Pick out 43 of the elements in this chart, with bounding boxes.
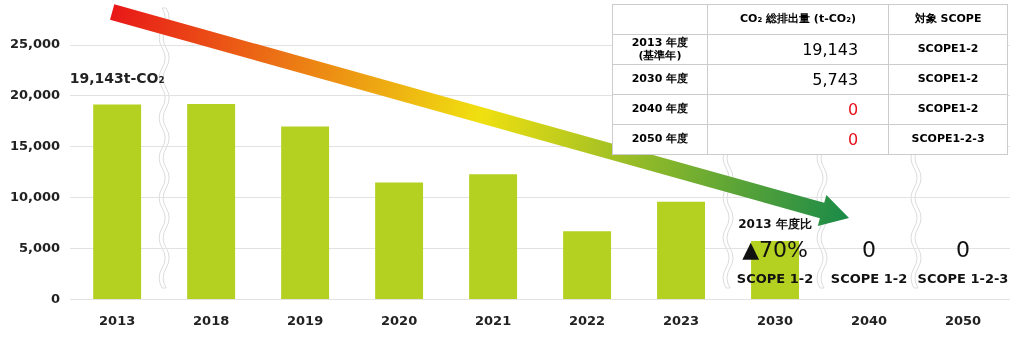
annotation: SCOPE1-2-3 bbox=[888, 124, 1008, 155]
bar bbox=[281, 126, 330, 299]
x-tick-label: 2022 bbox=[568, 312, 606, 328]
annotation: 0 bbox=[707, 124, 889, 155]
annotation: 0 bbox=[956, 237, 971, 263]
y-tick-label: 15,000 bbox=[9, 138, 61, 154]
bar bbox=[93, 104, 142, 299]
annotation: SCOPE1-2 bbox=[888, 94, 1008, 125]
annotation: SCOPE 1-2-3 bbox=[917, 270, 1009, 286]
annotation: 2013 年度比 bbox=[738, 216, 812, 231]
annotation: 5,743 bbox=[707, 64, 889, 95]
x-tick-label: 2018 bbox=[193, 312, 230, 328]
annotation: 2030 年度 bbox=[612, 64, 708, 95]
y-tick-label: 20,000 bbox=[9, 87, 61, 103]
x-tick-label: 2023 bbox=[662, 312, 700, 328]
x-tick-label: 2030 bbox=[756, 312, 794, 328]
x-tick-label: 2040 bbox=[850, 312, 888, 328]
x-tick-label: 2020 bbox=[381, 312, 418, 328]
annotation: 2013 年度 (基準年) bbox=[612, 34, 708, 65]
x-tick-label: 2021 bbox=[475, 312, 512, 328]
bar bbox=[469, 174, 518, 299]
text: CO₂ 総排出量 (t-CO₂) bbox=[707, 4, 889, 35]
annotation: 19,143 bbox=[707, 34, 889, 65]
annotation: SCOPE1-2 bbox=[888, 64, 1008, 95]
annotation: 0 bbox=[707, 94, 889, 125]
y-tick-label: 0 bbox=[51, 290, 61, 306]
x-tick-label: 2013 bbox=[99, 312, 136, 328]
annotation: SCOPE 1-2 bbox=[830, 270, 908, 286]
text: 対象 SCOPE bbox=[888, 4, 1008, 35]
bar bbox=[187, 104, 236, 299]
x-tick-label: 2050 bbox=[944, 312, 982, 328]
annotation: 0 bbox=[862, 237, 877, 263]
y-tick-label: 25,000 bbox=[9, 36, 61, 52]
x-tick-label: 2019 bbox=[287, 312, 324, 328]
annotation: SCOPE1-2 bbox=[888, 34, 1008, 65]
bar bbox=[375, 182, 424, 299]
bar bbox=[563, 231, 612, 299]
annotation: 19,143t-CO₂ bbox=[69, 70, 165, 87]
bar bbox=[657, 201, 706, 299]
annotation: 2050 年度 bbox=[612, 124, 708, 155]
y-tick-label: 5,000 bbox=[19, 239, 61, 255]
annotation: 2040 年度 bbox=[612, 94, 708, 125]
y-tick-label: 10,000 bbox=[9, 189, 61, 205]
